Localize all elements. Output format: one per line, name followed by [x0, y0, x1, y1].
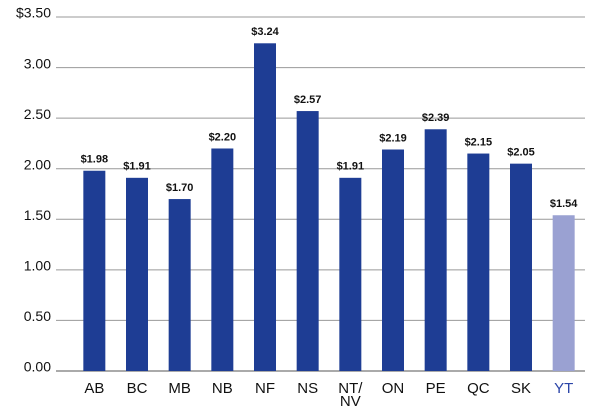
value-label: $2.20 [209, 131, 237, 143]
bar [126, 177, 148, 371]
value-label: $2.19 [379, 132, 407, 144]
y-tick-label: 1.00 [24, 258, 51, 274]
bar [296, 111, 319, 371]
y-tick-label: 2.00 [24, 156, 51, 172]
bar [168, 199, 191, 371]
x-tick-label: QC [467, 380, 490, 397]
x-tick-label: NF [255, 380, 275, 397]
value-label: $1.91 [337, 161, 365, 173]
value-label: $1.98 [81, 154, 109, 166]
x-tick-label: NS [297, 380, 318, 397]
bar [83, 170, 106, 371]
x-tick-label: SK [511, 380, 531, 397]
value-label: $1.70 [166, 182, 194, 194]
x-tick-label: NB [212, 380, 233, 397]
x-tick-label: PE [426, 380, 446, 397]
value-label: $2.15 [465, 136, 493, 148]
x-tick-label: AB [84, 380, 104, 397]
value-label: $2.39 [422, 112, 450, 124]
x-tick-label: YT [554, 380, 573, 397]
y-tick-label: 2.50 [24, 106, 51, 122]
y-tick-label: 0.50 [24, 308, 51, 324]
value-label: $1.91 [123, 161, 151, 173]
y-tick-label: 1.50 [24, 207, 51, 223]
bar [211, 148, 234, 371]
y-tick-label: 0.00 [24, 359, 51, 375]
bar [254, 43, 276, 371]
bar [467, 153, 490, 371]
x-tick-label: MB [168, 380, 191, 397]
x-tick-label: NT/NV [338, 380, 363, 410]
x-tick-label: BC [127, 380, 148, 397]
bar [552, 215, 575, 371]
value-label: $3.24 [251, 26, 279, 38]
bar [382, 149, 404, 371]
bar [510, 163, 532, 371]
y-tick-label: $3.50 [16, 5, 51, 21]
x-tick-label: ON [382, 380, 405, 397]
value-label: $2.57 [294, 94, 322, 106]
value-label: $2.05 [507, 147, 535, 159]
bar [339, 177, 362, 371]
y-tick-label: 3.00 [24, 55, 51, 71]
bar [424, 129, 447, 371]
value-label: $1.54 [550, 198, 578, 210]
